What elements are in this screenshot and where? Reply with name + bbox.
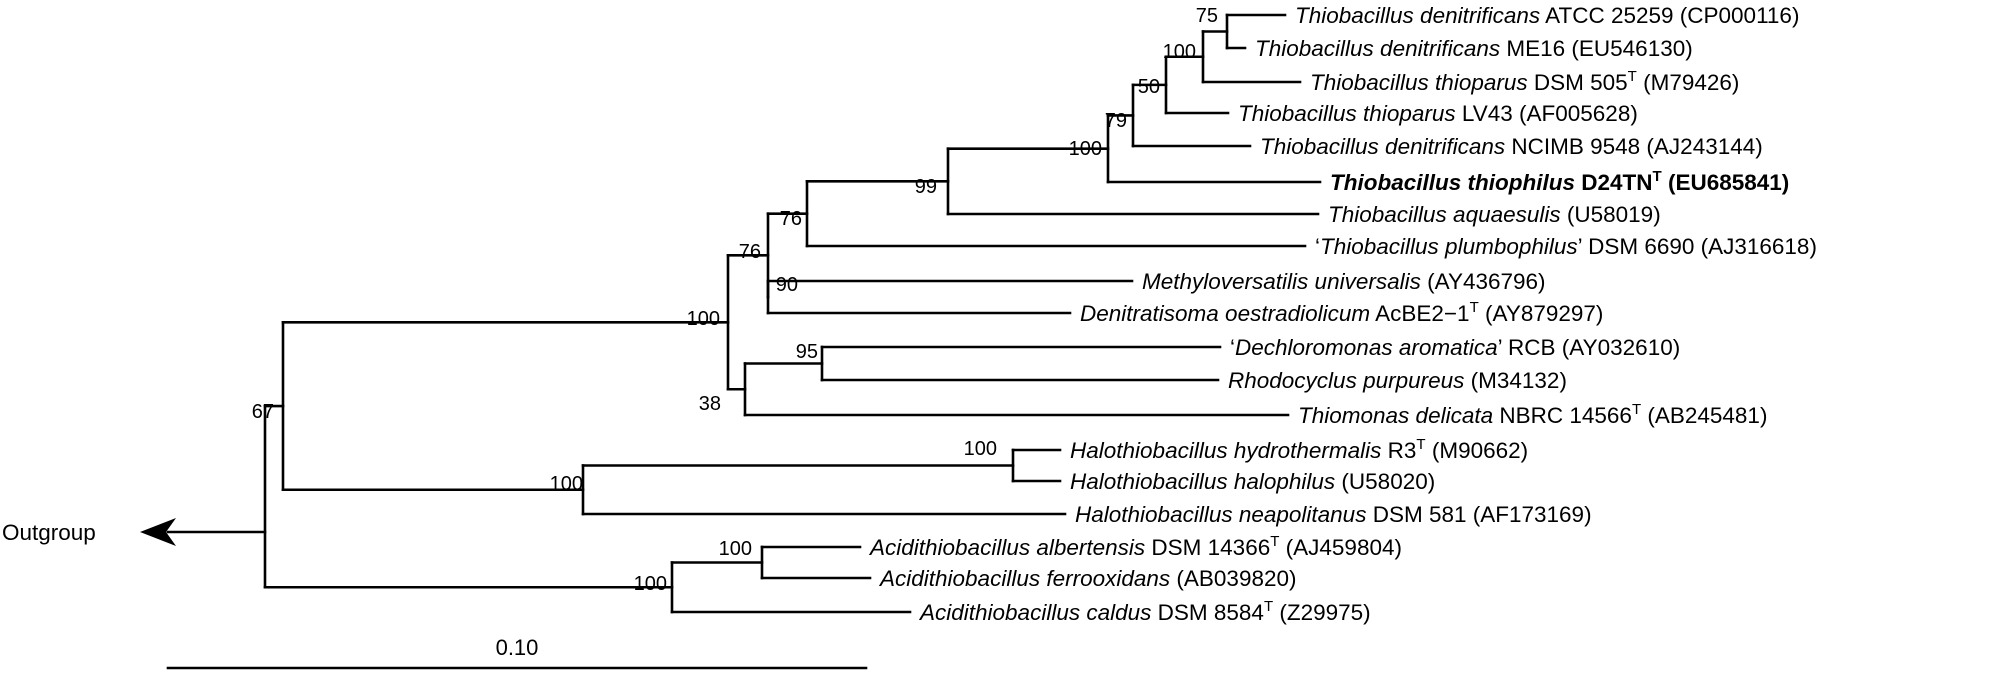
- bootstrap-value: 95: [796, 341, 818, 363]
- taxon-label: Thiobacillus thioparus DSM 505T (M79426): [1310, 68, 1739, 95]
- bootstrap-value: 100: [1163, 41, 1196, 63]
- taxon-label: Thiobacillus thioparus LV43 (AF005628): [1238, 101, 1638, 126]
- bootstrap-value: 38: [699, 393, 721, 415]
- taxon-label: Thiobacillus denitrificans ME16 (EU54613…: [1255, 36, 1693, 61]
- bootstrap-value: 76: [739, 241, 761, 263]
- taxon-label: Denitratisoma oestradiolicum AcBE2−1T (A…: [1080, 299, 1603, 326]
- arrowhead-icon: [140, 518, 176, 546]
- taxon-labels: Thiobacillus denitrificans ATCC 25259 (C…: [868, 3, 1817, 625]
- scale-bar-label: 0.10: [496, 635, 539, 660]
- taxon-label: Methyloversatilis universalis (AY436796): [1142, 269, 1546, 294]
- bootstrap-value: 100: [634, 573, 667, 595]
- taxon-label: ‘Thiobacillus plumbophilus’ DSM 6690 (AJ…: [1315, 234, 1817, 259]
- bootstrap-values: 75 100 50 79 100 99 76 76 90 100 95 38 6…: [252, 5, 1218, 595]
- bootstrap-value: 90: [776, 274, 798, 296]
- outgroup-arrow: [140, 518, 267, 546]
- taxon-label: Acidithiobacillus caldus DSM 8584T (Z299…: [918, 598, 1371, 625]
- bootstrap-value: 100: [719, 538, 752, 560]
- taxon-label: Acidithiobacillus albertensis DSM 14366T…: [868, 533, 1402, 560]
- taxon-label: Halothiobacillus hydrothermalis R3T (M90…: [1070, 436, 1528, 463]
- bootstrap-value: 100: [687, 308, 720, 330]
- taxon-label: ‘Dechloromonas aromatica’ RCB (AY032610): [1230, 335, 1680, 360]
- taxon-label: Acidithiobacillus ferrooxidans (AB039820…: [878, 566, 1297, 591]
- bootstrap-value: 99: [915, 176, 937, 198]
- bootstrap-value: 67: [252, 401, 274, 423]
- taxon-label: Thiobacillus denitrificans ATCC 25259 (C…: [1295, 3, 1799, 28]
- bootstrap-value: 100: [964, 438, 997, 460]
- outgroup-label: Outgroup: [2, 520, 96, 545]
- taxon-label: Halothiobacillus neapolitanus DSM 581 (A…: [1075, 502, 1592, 527]
- taxon-label: Thiobacillus thiophilus D24TNT (EU685841…: [1330, 168, 1789, 195]
- bootstrap-value: 100: [550, 473, 583, 495]
- taxon-label: Thiobacillus aquaesulis (U58019): [1328, 202, 1661, 227]
- taxon-label: Thiobacillus denitrificans NCIMB 9548 (A…: [1260, 134, 1763, 159]
- taxon-label: Rhodocyclus purpureus (M34132): [1228, 368, 1567, 393]
- taxon-label: Halothiobacillus halophilus (U58020): [1070, 469, 1435, 494]
- bootstrap-value: 100: [1069, 138, 1102, 160]
- bootstrap-value: 50: [1138, 76, 1160, 98]
- bootstrap-value: 75: [1196, 5, 1218, 27]
- bootstrap-value: 79: [1105, 110, 1127, 132]
- tree-branches: [263, 13, 1322, 614]
- bootstrap-value: 76: [780, 208, 802, 230]
- taxon-label: Thiomonas delicata NBRC 14566T (AB245481…: [1298, 401, 1767, 428]
